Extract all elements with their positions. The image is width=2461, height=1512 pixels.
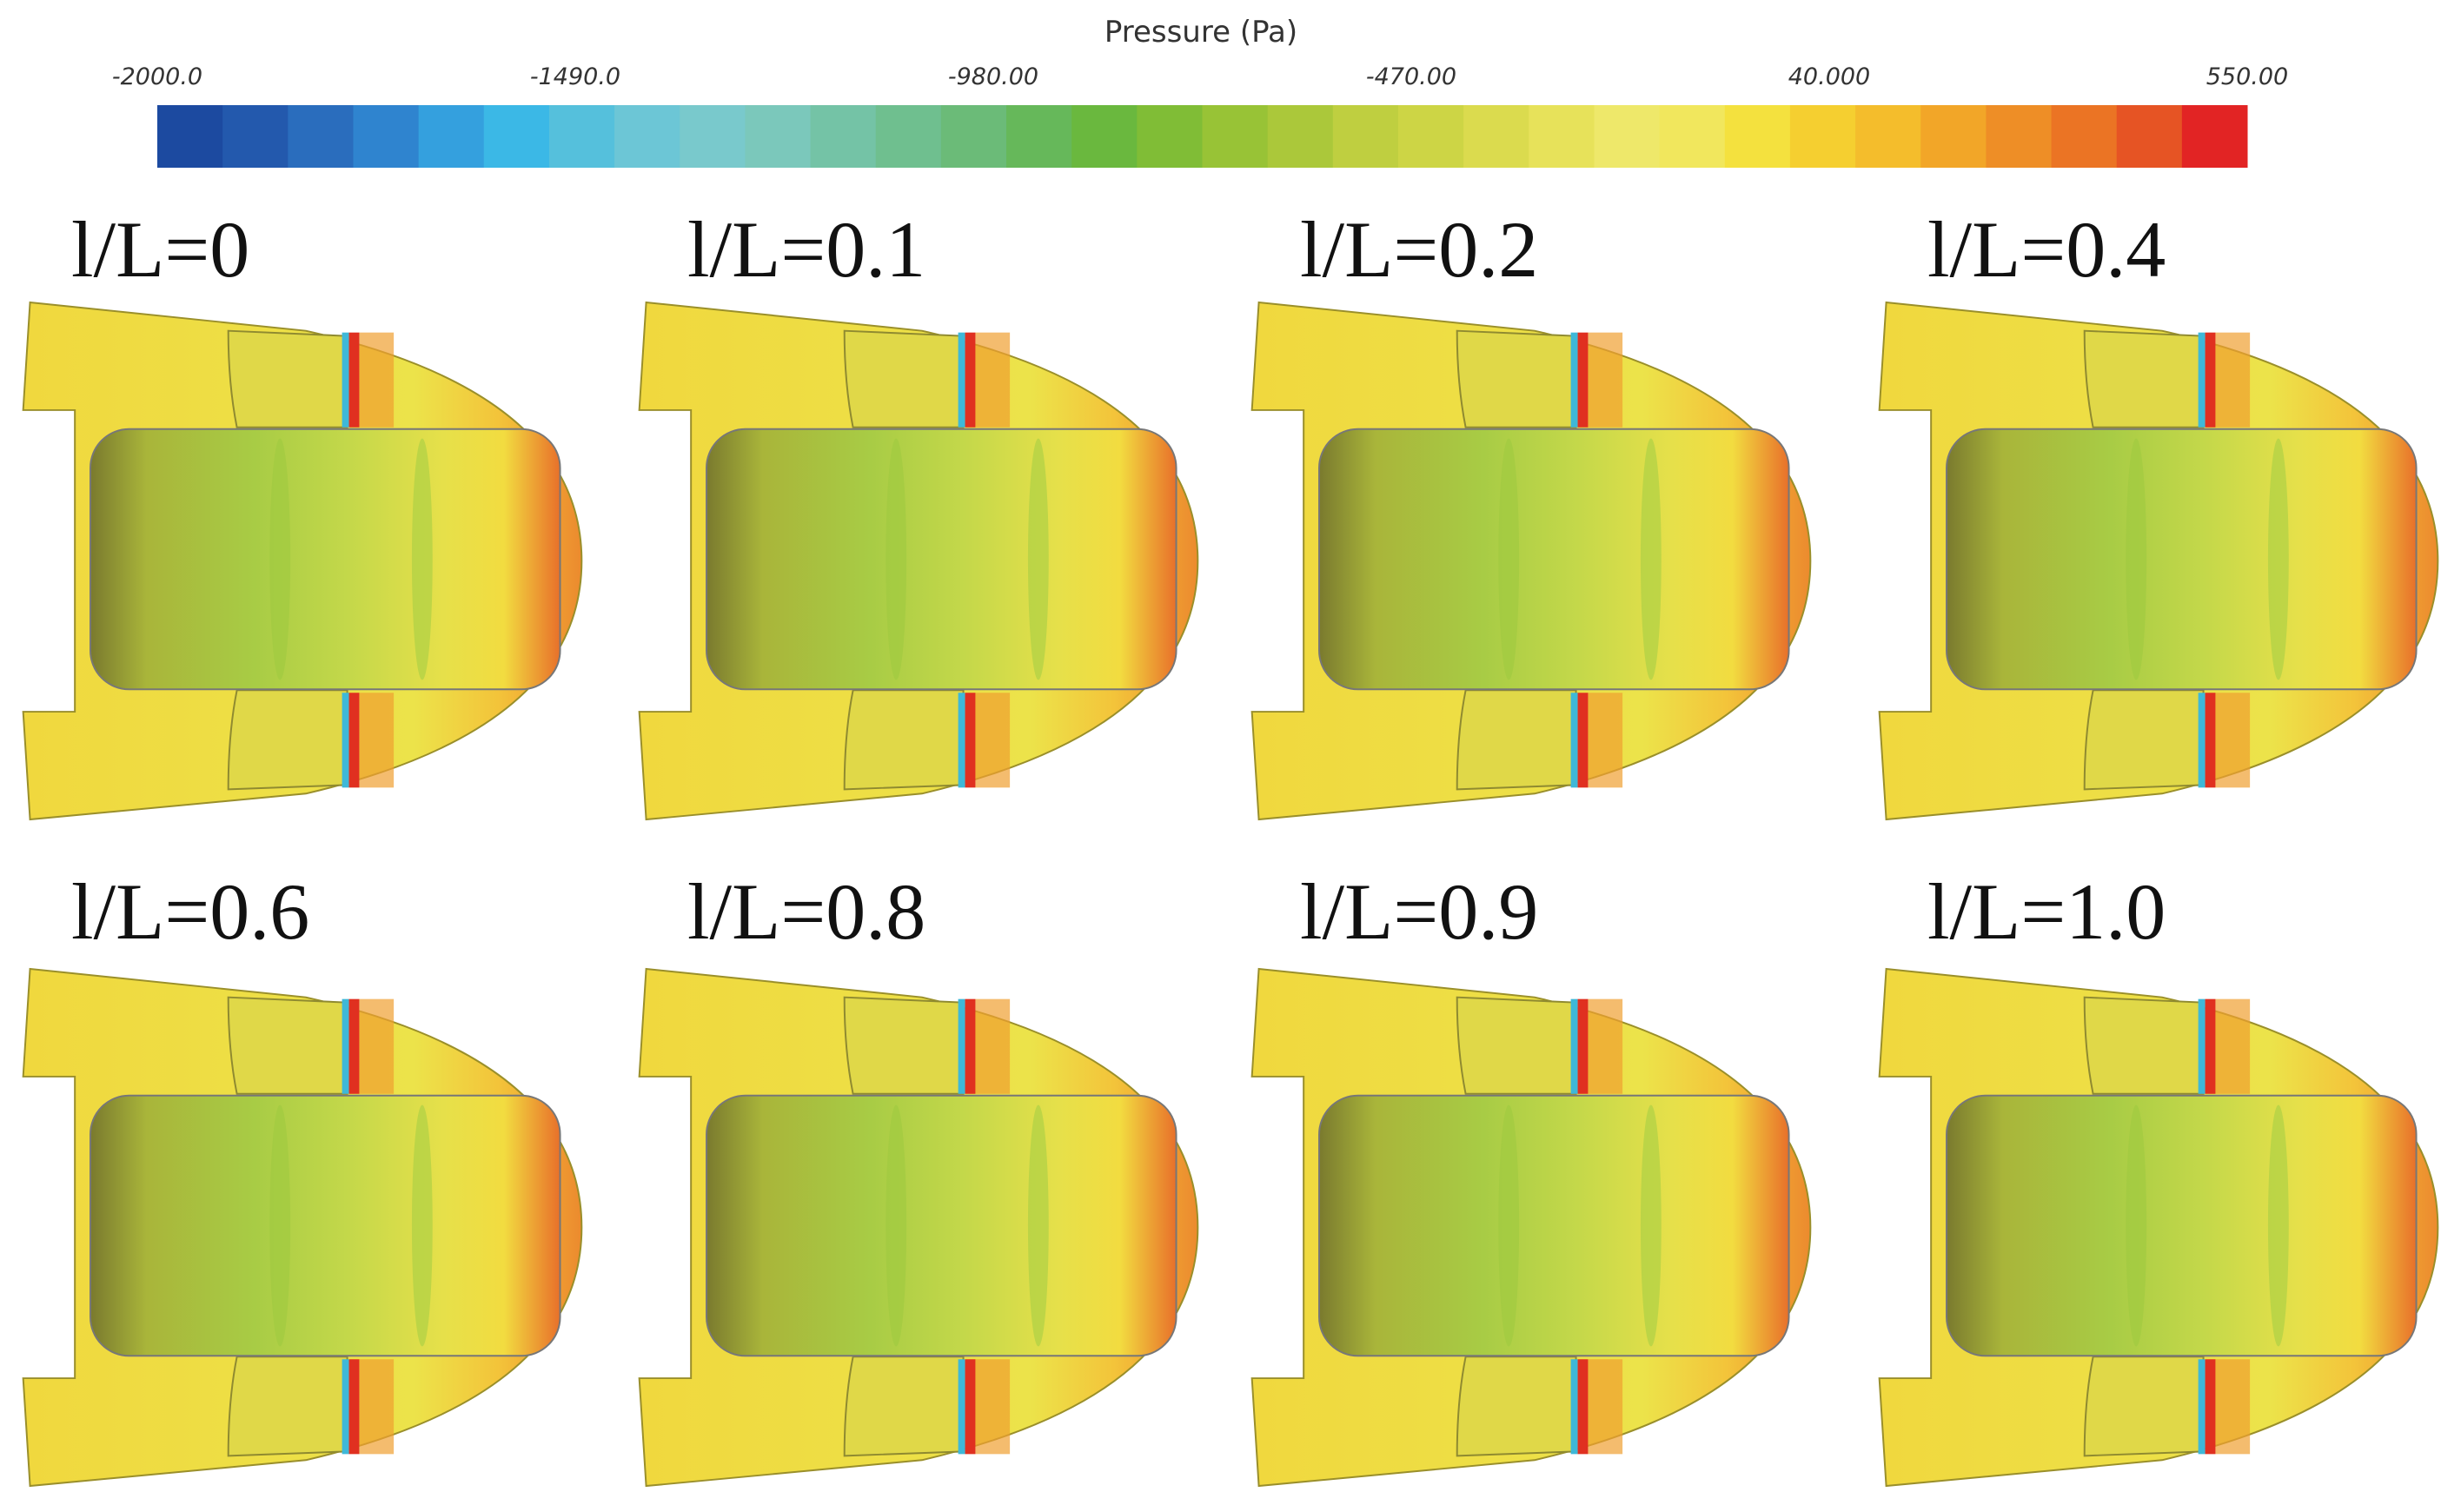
colorbar-swatch (288, 105, 354, 168)
pressure-contour (1878, 967, 2439, 1488)
colorbar-tick-label: -1490.0 (530, 63, 620, 90)
colorbar-swatch (548, 105, 615, 168)
pressure-contour (22, 301, 583, 821)
panel: l/L=0.1 (638, 205, 1199, 821)
colorbar-swatch (940, 105, 1007, 168)
pressure-contour (638, 967, 1199, 1488)
colorbar-swatch (1724, 105, 1791, 168)
colorbar-swatch (1071, 105, 1138, 168)
colorbar-swatch (1202, 105, 1269, 168)
colorbar-tick-label: -980.00 (948, 63, 1038, 90)
colorbar-swatch (680, 105, 746, 168)
colorbar-swatch (1594, 105, 1661, 168)
panel-label: l/L=0.6 (71, 867, 309, 956)
colorbar-tick-label: -470.00 (1366, 63, 1456, 90)
panel-label: l/L=0.8 (687, 867, 925, 956)
panel-label: l/L=0.9 (1300, 867, 1538, 956)
colorbar-swatch (1397, 105, 1464, 168)
panels: l/L=0 l/L=0.1 l/L=0.2 l/L=0.4 l/L=0.6 l/L=0.8… (22, 205, 2439, 1488)
colorbar-swatch (1789, 105, 1856, 168)
colorbar: -2000.0 -1490.0 -980.00 -470.00 40.000 550.00 (112, 63, 2288, 168)
panel-label: l/L=0.4 (1927, 205, 2166, 294)
colorbar-swatch (1006, 105, 1072, 168)
colorbar-swatch (1855, 105, 1921, 168)
pressure-contour (1878, 301, 2439, 821)
colorbar-swatch (745, 105, 812, 168)
pressure-contour (22, 967, 583, 1488)
colorbar-swatch (157, 105, 223, 168)
pressure-contour (638, 301, 1199, 821)
panel: l/L=0.6 (22, 867, 583, 1488)
colorbar-swatch (222, 105, 289, 168)
panel: l/L=0.2 (1250, 205, 1812, 821)
colorbar-swatch (1463, 105, 1529, 168)
colorbar-swatch (1137, 105, 1203, 168)
colorbar-title: Pressure (Pa) (1104, 15, 1297, 50)
pressure-contour (1250, 301, 1812, 821)
panel: l/L=0.4 (1878, 205, 2439, 821)
colorbar-swatch (810, 105, 877, 168)
panel: l/L=0.8 (638, 867, 1199, 1488)
panel: l/L=0.9 (1250, 867, 1812, 1488)
panel: l/L=0 (22, 205, 583, 821)
colorbar-swatch (418, 105, 485, 168)
colorbar-swatch (1267, 105, 1334, 168)
colorbar-swatch (875, 105, 942, 168)
colorbar-swatch (483, 105, 550, 168)
colorbar-tick-label: 40.000 (1788, 63, 1870, 90)
pressure-contour (1250, 967, 1812, 1488)
panel: l/L=1.0 (1878, 867, 2439, 1488)
colorbar-swatch (1986, 105, 2053, 168)
colorbar-swatch (1659, 105, 1726, 168)
colorbar-tick-label: 550.00 (2206, 63, 2288, 90)
panel-label: l/L=0.1 (687, 205, 925, 294)
panel-label: l/L=0 (71, 205, 249, 294)
colorbar-swatch (2116, 105, 2183, 168)
colorbar-swatch (353, 105, 420, 168)
panel-label: l/L=1.0 (1927, 867, 2166, 956)
colorbar-swatch (2051, 105, 2118, 168)
colorbar-swatch (1529, 105, 1595, 168)
colorbar-tick-label: -2000.0 (112, 63, 202, 90)
colorbar-swatch (1332, 105, 1399, 168)
colorbar-swatch (614, 105, 680, 168)
colorbar-swatch (2181, 105, 2248, 168)
panel-label: l/L=0.2 (1300, 205, 1538, 294)
colorbar-swatch (1920, 105, 1987, 168)
